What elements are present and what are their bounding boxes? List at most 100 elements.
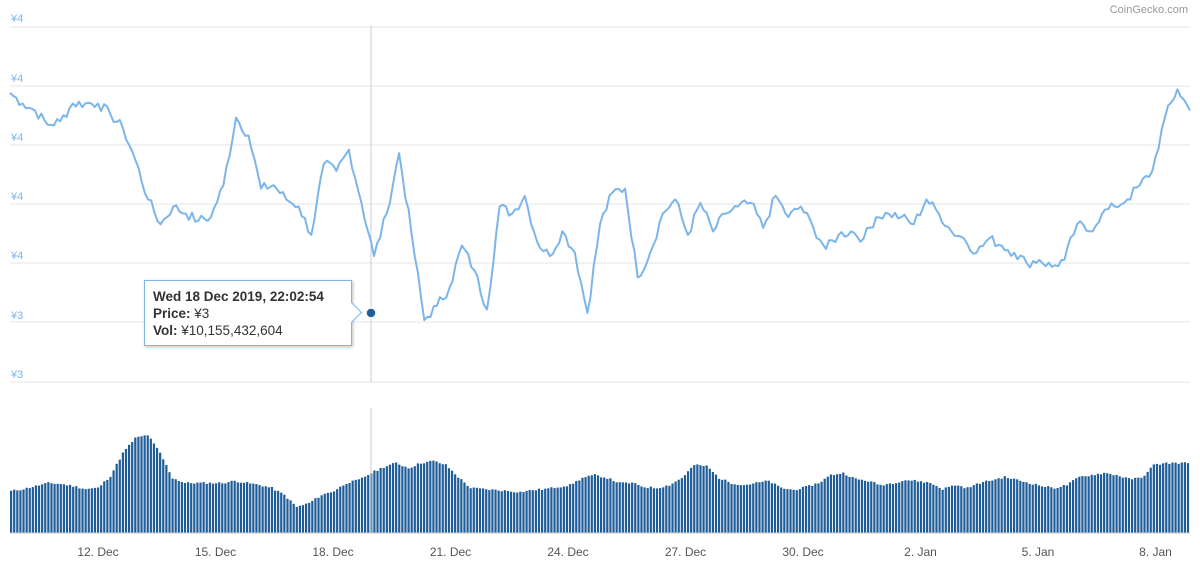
volume-bar xyxy=(907,480,910,533)
volume-bar xyxy=(1112,475,1115,533)
x-tick-label: 12. Dec xyxy=(77,545,118,559)
volume-bar xyxy=(1000,478,1003,533)
volume-bar xyxy=(1068,482,1072,533)
volume-bar xyxy=(640,486,643,533)
volume-bar xyxy=(252,483,255,533)
volume-bar xyxy=(615,482,618,533)
volume-bar xyxy=(848,477,851,533)
volume-bar xyxy=(1174,462,1177,533)
volume-bar xyxy=(447,468,451,533)
volume-bar xyxy=(749,484,752,533)
volume-bar xyxy=(249,483,252,533)
volume-bar xyxy=(935,486,938,533)
y-tick-label: ¥4 xyxy=(10,13,23,25)
volume-bar xyxy=(1044,487,1047,533)
volume-bar xyxy=(1003,476,1006,533)
volume-bar xyxy=(407,468,410,533)
volume-bar xyxy=(829,474,832,533)
volume-bar xyxy=(342,485,345,533)
volume-bar xyxy=(314,498,317,533)
volume-bar xyxy=(758,482,761,533)
volume-bar xyxy=(10,490,13,533)
volume-bar xyxy=(224,483,227,533)
volume-bar xyxy=(780,487,783,533)
volume-bar xyxy=(525,491,528,533)
volume-bar xyxy=(53,483,56,533)
volume-bar xyxy=(354,479,357,533)
volume-bar xyxy=(208,482,211,533)
volume-bar xyxy=(69,484,72,533)
volume-bar xyxy=(336,489,339,533)
volume-bar xyxy=(932,484,935,533)
volume-bar xyxy=(1047,486,1050,533)
volume-bar xyxy=(826,476,829,533)
volume-bar xyxy=(553,488,556,533)
volume-bar xyxy=(264,486,267,533)
volume-bar xyxy=(255,484,258,533)
volume-bar xyxy=(509,491,513,533)
x-tick-label: 21. Dec xyxy=(430,545,471,559)
volume-bar xyxy=(72,486,75,533)
volume-bar xyxy=(214,483,218,533)
volume-bar xyxy=(997,478,1000,533)
volume-bar xyxy=(503,490,506,533)
volume-bar xyxy=(13,489,16,533)
volume-bar xyxy=(590,475,593,533)
volume-bar xyxy=(662,487,665,533)
volume-bar xyxy=(811,485,814,533)
volume-bar xyxy=(808,485,811,533)
volume-bar xyxy=(388,464,392,533)
volume-bar xyxy=(463,482,466,533)
x-tick-label: 30. Dec xyxy=(782,545,823,559)
x-tick-label: 18. Dec xyxy=(312,545,353,559)
volume-bar xyxy=(239,482,242,533)
volume-bar xyxy=(280,492,283,533)
volume-bar xyxy=(364,476,367,533)
volume-bar xyxy=(516,492,519,533)
y-tick-label: ¥3 xyxy=(10,310,23,322)
volume-bar xyxy=(1115,474,1118,533)
volume-bar xyxy=(429,460,432,533)
volume-bar xyxy=(891,484,895,533)
volume-bar xyxy=(165,465,168,533)
volume-bar xyxy=(957,485,960,533)
volume-bar xyxy=(950,485,954,533)
volume-bar xyxy=(944,487,947,533)
credit-label[interactable]: CoinGecko.com xyxy=(1109,4,1188,16)
volume-bar xyxy=(367,475,370,533)
volume-bar xyxy=(634,483,637,533)
volume-bar xyxy=(820,481,823,533)
volume-bars xyxy=(10,435,1190,533)
volume-bar xyxy=(721,479,724,533)
volume-bar xyxy=(1143,475,1146,533)
volume-bar xyxy=(329,492,333,533)
volume-bar xyxy=(690,467,693,533)
volume-bar xyxy=(25,487,28,533)
hover-point-marker[interactable] xyxy=(365,307,377,319)
volume-bar xyxy=(1168,463,1171,533)
volume-bar xyxy=(1137,477,1140,533)
volume-bar xyxy=(1050,487,1053,533)
volume-bar xyxy=(100,485,103,533)
volume-bar xyxy=(419,463,423,533)
volume-bar xyxy=(513,492,516,533)
volume-bar xyxy=(376,470,379,533)
volume-bar xyxy=(755,482,758,533)
volume-bar xyxy=(87,488,90,533)
volume-bar xyxy=(258,485,261,533)
volume-bar xyxy=(193,483,196,533)
volume-bar xyxy=(273,490,277,533)
volume-bar xyxy=(1053,488,1056,533)
volume-bar xyxy=(975,483,978,533)
volume-bar xyxy=(426,461,429,533)
volume-bar xyxy=(655,488,659,533)
volume-bar xyxy=(93,487,97,533)
volume-bar xyxy=(37,485,41,533)
volume-bar xyxy=(177,481,180,533)
volume-bar xyxy=(413,466,416,533)
volume-bar xyxy=(711,472,714,533)
x-tick-label: 15. Dec xyxy=(195,545,236,559)
volume-bar xyxy=(801,486,805,533)
volume-bar xyxy=(1078,476,1081,533)
volume-bar xyxy=(323,493,326,533)
